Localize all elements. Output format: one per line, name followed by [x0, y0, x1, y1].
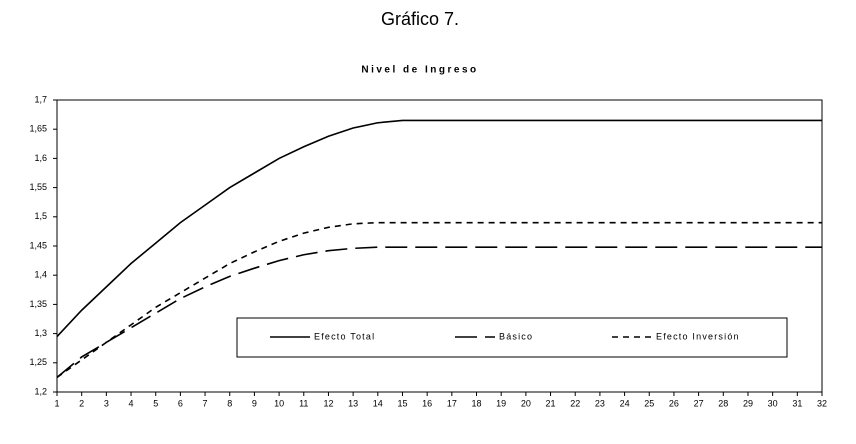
y-tick-label: 1,2	[34, 386, 47, 396]
x-tick-label: 25	[644, 398, 654, 408]
y-tick-label: 1,4	[34, 270, 47, 280]
x-tick-label: 6	[178, 398, 183, 408]
x-tick-label: 8	[227, 398, 232, 408]
x-tick-label: 3	[104, 398, 109, 408]
x-tick-label: 17	[447, 398, 457, 408]
line	[56, 221, 822, 379]
legend-label: Efecto Total	[314, 331, 375, 341]
x-tick-label: 9	[252, 398, 257, 408]
y-tick-label: 1,6	[34, 153, 47, 163]
legend	[236, 317, 788, 358]
figure-title: Gráfico 7.	[381, 9, 459, 29]
y-tick-label: 1,35	[29, 299, 47, 309]
x-tick-label: 24	[620, 398, 630, 408]
x-tick-label: 20	[521, 398, 531, 408]
x-tick-label: 7	[203, 398, 208, 408]
x-tick-label: 16	[422, 398, 432, 408]
legend-label: Básico	[499, 331, 533, 341]
x-tick-label: 22	[570, 398, 580, 408]
x-tick-label: 26	[669, 398, 679, 408]
x-tick-label: 30	[768, 398, 778, 408]
x-tick-label: 1	[54, 398, 59, 408]
y-tick-label: 1,5	[34, 211, 47, 221]
y-tick-label: 1,7	[34, 94, 47, 104]
x-tick-label: 4	[129, 398, 134, 408]
y-tick-label: 1,55	[29, 182, 47, 192]
x-tick-label: 23	[595, 398, 605, 408]
x-tick-label: 10	[274, 398, 284, 408]
x-tick-label: 32	[817, 398, 827, 408]
x-tick-label: 13	[348, 398, 358, 408]
x-tick-label: 2	[79, 398, 84, 408]
x-tick-label: 28	[718, 398, 728, 408]
chart-title: Nivel de Ingreso	[361, 65, 478, 76]
x-tick-label: 27	[694, 398, 704, 408]
line	[56, 119, 822, 338]
legend-label: Efecto Inversión	[656, 331, 740, 341]
x-tick-label: 14	[373, 398, 383, 408]
x-tick-label: 29	[743, 398, 753, 408]
y-tick-label: 1,45	[29, 240, 47, 250]
y-tick-label: 1,65	[29, 124, 47, 134]
x-tick-label: 19	[496, 398, 506, 408]
x-tick-label: 15	[397, 398, 407, 408]
x-tick-label: 11	[299, 398, 308, 408]
y-tick-label: 1,3	[34, 328, 47, 338]
line	[56, 246, 822, 379]
x-tick-label: 5	[153, 398, 158, 408]
y-tick-label: 1,25	[29, 357, 47, 367]
x-tick-label: 31	[792, 398, 802, 408]
x-tick-label: 12	[323, 398, 333, 408]
x-tick-label: 21	[546, 398, 556, 408]
x-tick-label: 18	[472, 398, 482, 408]
